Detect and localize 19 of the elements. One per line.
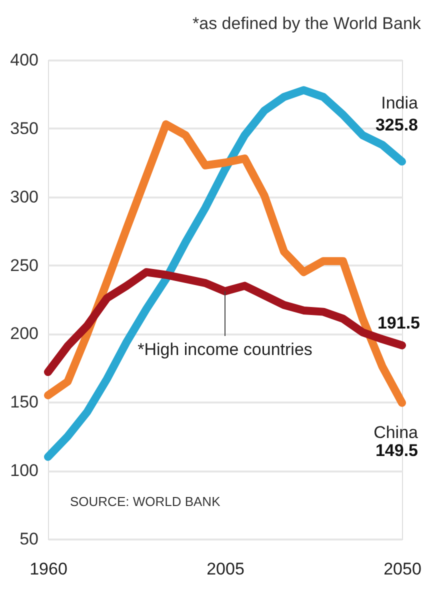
data-label: 325.8 (375, 116, 418, 135)
series-label: India (381, 94, 419, 113)
y-tick-label: 150 (10, 392, 38, 412)
y-tick-label: 50 (20, 530, 38, 548)
y-tick-label: 300 (10, 187, 38, 206)
data-label: 191.5 (377, 313, 420, 332)
x-tick-label: 2050 (384, 560, 422, 578)
chart-subtitle: *as defined by the World Bank (192, 14, 422, 33)
data-label: 149.5 (375, 440, 418, 460)
annotation: *High income countries (138, 340, 312, 359)
series-label: China (374, 422, 419, 442)
y-tick-label: 250 (10, 256, 38, 275)
y-tick-label: 400 (10, 50, 38, 70)
annotation: SOURCE: WORLD BANK (70, 494, 221, 509)
y-tick-label: 350 (10, 118, 38, 138)
x-tick-label: 2005 (206, 560, 244, 578)
y-tick-label: 200 (10, 324, 38, 344)
y-tick-label: 100 (10, 461, 38, 480)
x-tick-label: 1960 (30, 560, 68, 578)
